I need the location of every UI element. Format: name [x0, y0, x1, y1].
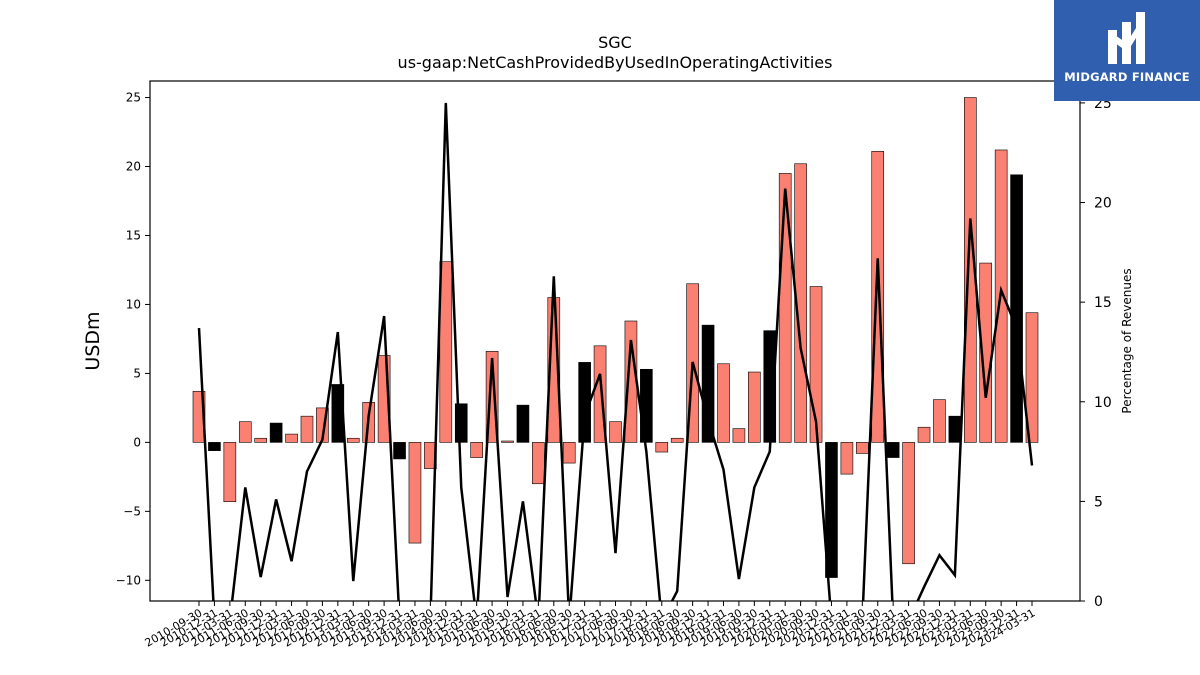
bar-2012-03-31 — [285, 433, 298, 443]
bar-2021-06-30 — [856, 442, 869, 454]
bar-2010-12-31 — [208, 442, 221, 451]
bar-2021-09-30 — [871, 151, 885, 443]
chart-subtitle: us-gaap:NetCashProvidedByUsedInOperating… — [398, 53, 833, 72]
bar-2019-06-30 — [732, 428, 746, 443]
bars-group — [192, 97, 1039, 578]
bar-2016-09-30 — [562, 442, 576, 464]
y2tick-label-10: 10 — [1094, 395, 1112, 411]
bar-2022-06-30 — [917, 426, 931, 443]
ytick-label--10: −10 — [116, 573, 141, 587]
logo-text: MIDGARD FINANCE — [1064, 70, 1190, 84]
bar-2014-03-31 — [408, 442, 422, 544]
bar-2022-12-31 — [948, 415, 962, 443]
bar-2024-03-31 — [1025, 312, 1039, 443]
ytick-label-15: 15 — [126, 228, 141, 242]
bar-2011-09-30 — [254, 437, 267, 443]
bar-2013-03-31 — [346, 437, 360, 443]
ytick-label-0: 0 — [133, 435, 141, 449]
ytick-label-10: 10 — [126, 297, 141, 311]
logo-mark-icon — [1108, 12, 1145, 64]
bar-2020-06-30 — [794, 163, 807, 443]
ytick-label--5: −5 — [123, 504, 141, 518]
y2tick-label-0: 0 — [1094, 594, 1103, 610]
bar-2021-03-31 — [840, 442, 854, 475]
plot-frame — [149, 80, 1081, 602]
bar-2023-12-31 — [1010, 174, 1023, 443]
bar-2018-03-31 — [655, 442, 669, 453]
chart-title: SGC — [598, 33, 632, 52]
bar-2012-06-30 — [300, 415, 314, 443]
bar-2016-03-31 — [532, 442, 545, 485]
bar-2018-06-30 — [670, 437, 684, 443]
ytick-label-5: 5 — [133, 366, 141, 380]
y2tick-label-20: 20 — [1094, 196, 1112, 212]
brand-logo: MIDGARD FINANCE — [1054, 0, 1200, 101]
percentage-line — [197, 102, 1034, 601]
y2tick-label-15: 15 — [1094, 295, 1112, 311]
line-group — [197, 102, 1034, 601]
x-axis: 2010-09-302010-12-312011-03-312011-06-30… — [143, 601, 1038, 650]
bar-2020-12-31 — [825, 442, 838, 578]
y2-axis-label: Percentage of Revenues — [1120, 268, 1134, 413]
bar-2021-12-31 — [886, 442, 900, 458]
bar-2019-09-30 — [748, 371, 761, 443]
ytick-label-25: 25 — [126, 91, 141, 105]
y2tick-label-5: 5 — [1094, 494, 1103, 510]
bar-2022-03-31 — [902, 442, 915, 565]
bar-2015-03-31 — [470, 442, 483, 458]
bar-2015-09-30 — [501, 440, 514, 443]
bar-2014-09-30 — [439, 261, 453, 443]
left-axis: −10 −5 0 5 10 15 20 25 — [116, 91, 150, 587]
bar-2018-12-31 — [701, 324, 715, 443]
bar-2017-12-31 — [640, 368, 653, 443]
y-axis-label: USDm — [82, 311, 104, 370]
bar-2023-03-31 — [963, 97, 977, 443]
bar-2020-03-31 — [778, 173, 792, 443]
bar-2017-06-30 — [609, 421, 622, 443]
ytick-label-20: 20 — [126, 160, 141, 174]
bar-2022-09-30 — [933, 399, 946, 443]
bar-2013-12-31 — [393, 442, 406, 460]
bar-2011-06-30 — [238, 421, 252, 443]
bar-2019-03-31 — [717, 363, 730, 443]
bar-2015-12-31 — [516, 404, 530, 443]
bar-2011-12-31 — [269, 422, 283, 443]
bar-2011-03-31 — [223, 442, 237, 502]
